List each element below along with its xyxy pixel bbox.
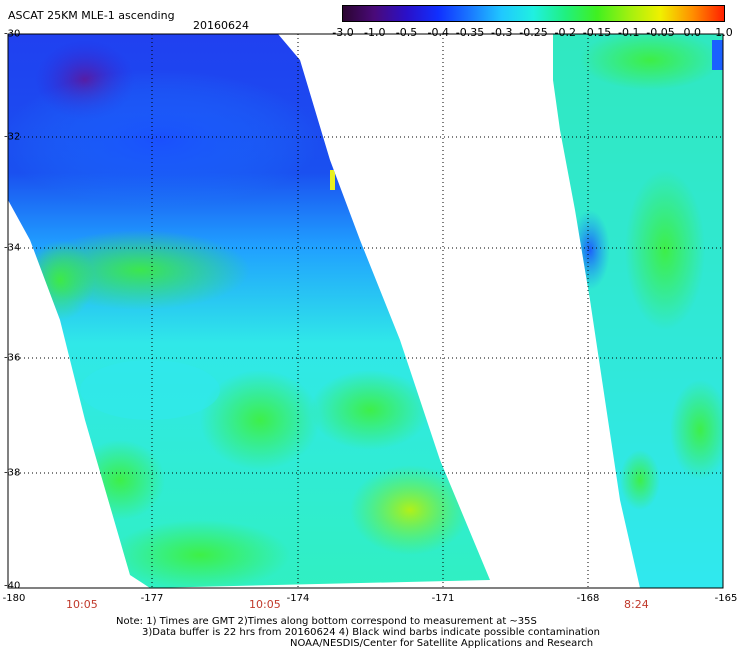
colorbar-tick: -0.2	[554, 26, 576, 39]
colorbar-tick: -0.15	[582, 26, 612, 39]
note-line-2: 3)Data buffer is 22 hrs from 20160624 4)…	[142, 627, 600, 638]
map-title: ASCAT 25KM MLE-1 ascending	[8, 9, 175, 22]
lat-label: -40	[4, 580, 21, 592]
lon-label: -177	[140, 593, 164, 604]
map-date: 20160624	[193, 19, 249, 32]
lat-label: -38	[4, 467, 21, 479]
colorbar-tick: -0.5	[395, 26, 418, 39]
colorbar-tick: -1.0	[364, 26, 386, 39]
colorbar-tick: 1.0	[715, 26, 733, 39]
swath-b	[553, 34, 723, 588]
colorbar-tick: -0.4	[427, 26, 449, 39]
colorbar-tick: -0.35	[455, 26, 485, 39]
colorbar	[342, 5, 725, 22]
colorbar-tick: -0.25	[519, 26, 548, 39]
time-label-2: 10:05	[249, 598, 281, 611]
note-line-3: NOAA/NESDIS/Center for Satellite Applica…	[290, 638, 594, 649]
colorbar-tick: -3.0	[332, 26, 354, 39]
colorbar-tick: 0.0	[683, 26, 702, 39]
lat-label: -34	[4, 242, 21, 254]
time-label-1: 10:05	[66, 598, 98, 611]
swath-a	[8, 34, 490, 588]
lat-label: -32	[4, 131, 21, 143]
lon-label: -180	[2, 593, 26, 604]
lat-label: -30	[4, 28, 21, 40]
lat-label: -36	[4, 352, 21, 364]
grid	[8, 34, 723, 588]
lon-label: -168	[576, 593, 600, 604]
colorbar-tick: -0.1	[618, 26, 640, 39]
lon-label: -171	[431, 593, 455, 604]
note-line-1: Note: 1) Times are GMT 2)Times along bot…	[116, 616, 537, 627]
time-label-3: 8:24	[624, 598, 649, 611]
lon-label: -174	[286, 593, 310, 604]
colorbar-tick: -0.3	[491, 26, 513, 39]
lon-label: -165	[714, 593, 738, 604]
colorbar-tick: -0.05	[646, 26, 675, 39]
